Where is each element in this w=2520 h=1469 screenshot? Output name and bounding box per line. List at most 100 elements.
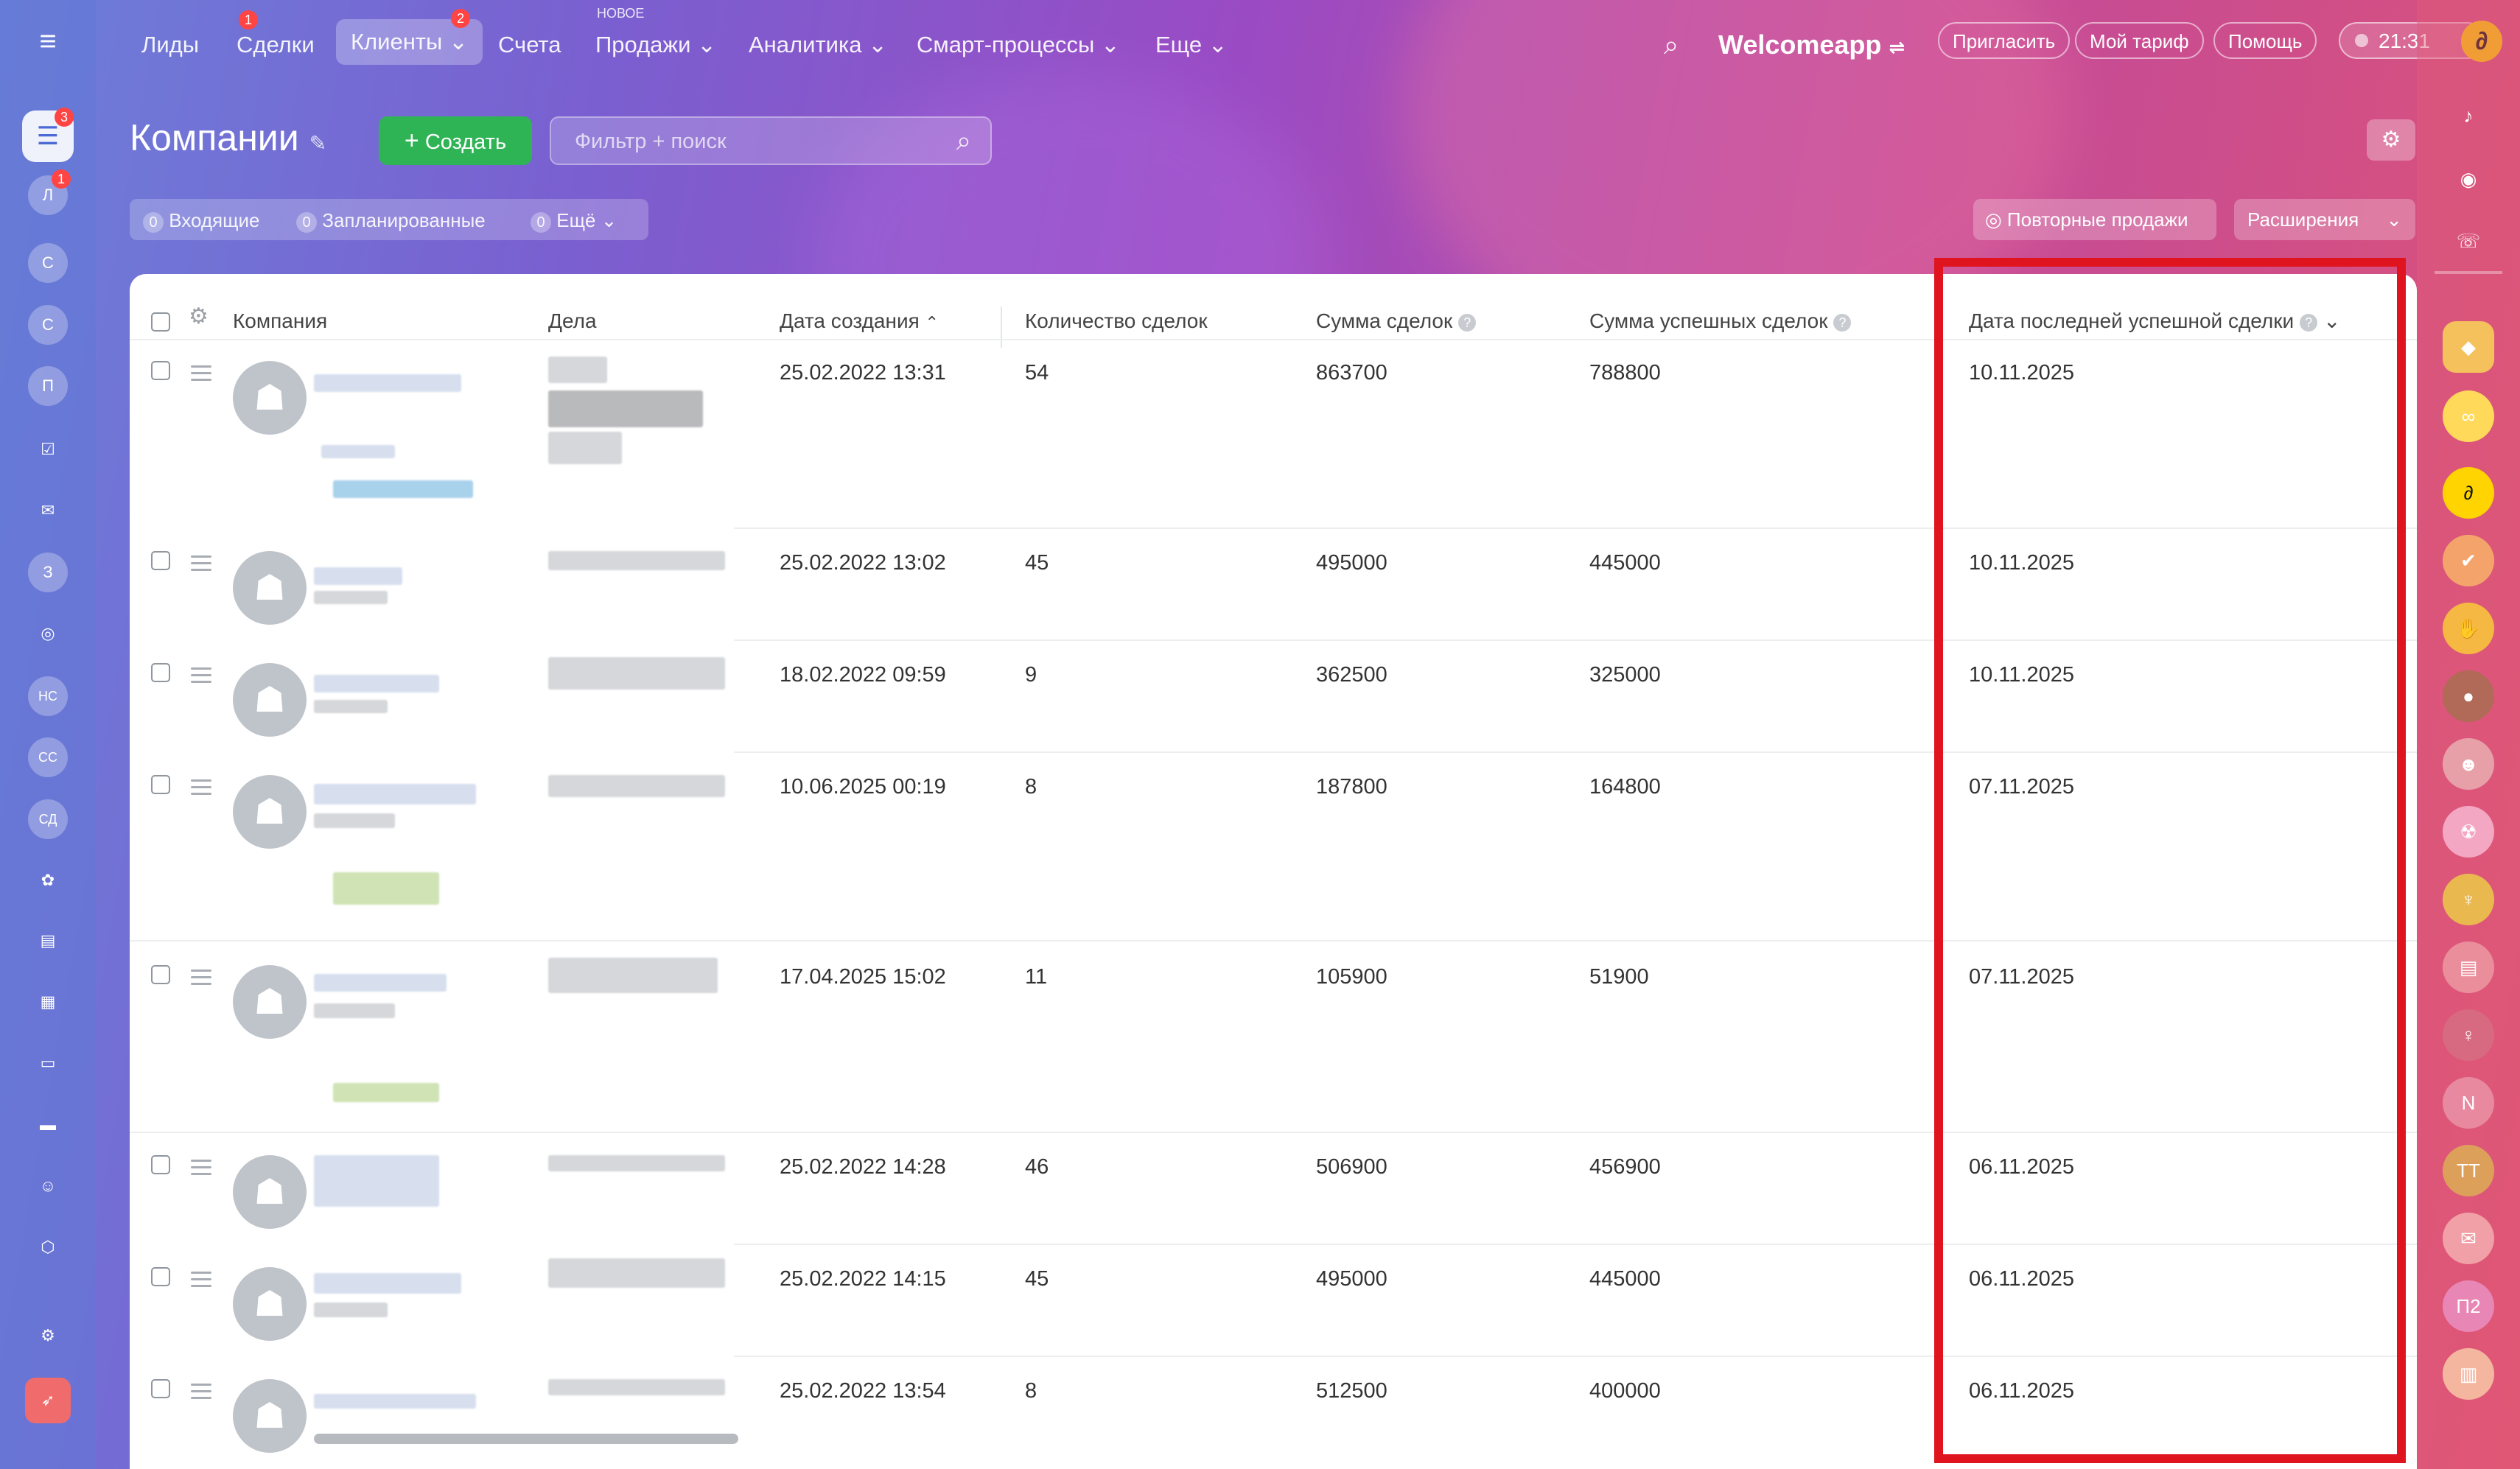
search-icon[interactable]: ⌕ (1664, 29, 1679, 60)
document-icon[interactable]: ▤ (40, 931, 56, 950)
drag-handle-icon[interactable] (191, 555, 211, 575)
settings-icon[interactable]: ⚙ (41, 1326, 55, 1344)
drag-handle-icon[interactable] (191, 365, 211, 385)
row-checkbox[interactable] (151, 775, 170, 794)
sidebar-item-ss[interactable]: СС (28, 737, 68, 777)
row-checkbox[interactable] (151, 1379, 170, 1398)
contact-avatar[interactable]: ☻ (2443, 738, 2494, 790)
help-button[interactable]: Помощь (2213, 22, 2317, 59)
sidebar-item-s2[interactable]: С (28, 305, 68, 345)
company-name[interactable] (314, 784, 476, 804)
file-icon[interactable]: ▭ (40, 1053, 56, 1072)
hexagon-icon[interactable]: ⬡ (41, 1238, 55, 1256)
row-checkbox[interactable] (151, 663, 170, 682)
contact-avatar[interactable]: ♀ (2443, 1009, 2494, 1061)
pin-icon[interactable]: ✎ (309, 132, 327, 155)
company-name[interactable] (314, 374, 461, 392)
sidebar-item-sd[interactable]: СД (28, 799, 68, 839)
header-last-success[interactable]: Дата последней успешной сделки? ⌄ (1969, 309, 2341, 332)
nav-leads[interactable]: Лиды 1 (141, 10, 258, 63)
contact-p2[interactable]: П2 (2443, 1280, 2494, 1332)
users-icon[interactable]: ☺ (39, 1177, 57, 1195)
sidebar-item-s1[interactable]: С (28, 243, 68, 283)
drive-icon[interactable]: ▬ (40, 1115, 56, 1134)
drag-handle-icon[interactable] (191, 667, 211, 687)
handshake-icon[interactable]: ✋ (2443, 603, 2494, 654)
repeat-sales-button[interactable]: ◎ Повторные продажи (1973, 199, 2216, 240)
drag-handle-icon[interactable] (191, 970, 211, 989)
company-name[interactable] (314, 567, 402, 585)
header-created[interactable]: Дата создания ⌃ (780, 309, 939, 332)
drag-handle-icon[interactable] (191, 779, 211, 799)
nav-smart-processes[interactable]: Смарт-процессы ⌄ (917, 32, 1120, 57)
link-icon[interactable]: ∞ (2443, 390, 2494, 442)
nav-sales[interactable]: НОВОЕ Продажи ⌄ (595, 6, 717, 57)
company-name[interactable] (314, 1155, 439, 1207)
drag-handle-icon[interactable] (191, 1272, 211, 1291)
sidebar-item-p[interactable]: П (28, 366, 68, 406)
user-avatar[interactable]: ∂ (2461, 21, 2502, 62)
bot-icon[interactable]: ☢ (2443, 806, 2494, 858)
help-icon[interactable]: ? (1458, 313, 1477, 332)
app-icon[interactable]: ∂ (2443, 467, 2494, 519)
copilot-icon[interactable]: ◉ (2460, 167, 2477, 190)
settings-button[interactable]: ⚙ (2367, 119, 2415, 161)
help-icon[interactable]: ? (2300, 313, 2318, 332)
counter-planned[interactable]: 0 Запланированные (296, 209, 486, 233)
row-checkbox[interactable] (151, 1155, 170, 1174)
nav-more[interactable]: Еще ⌄ (1155, 32, 1228, 57)
sidebar-item-ns[interactable]: НС (28, 676, 68, 716)
sidebar-item-z[interactable]: З (28, 553, 68, 592)
contact-n[interactable]: N (2443, 1077, 2494, 1129)
message-icon[interactable]: ✉ (2443, 1213, 2494, 1264)
search-icon[interactable]: ⌕ (956, 125, 971, 155)
menu-icon[interactable]: ≡ (39, 24, 57, 57)
bookmark-icon[interactable]: ◆ (2443, 321, 2494, 373)
company-name[interactable] (314, 1394, 476, 1409)
help-icon[interactable]: ? (1833, 313, 1852, 332)
nav-clients[interactable]: Клиенты ⌄ 2 (336, 9, 483, 65)
header-company[interactable]: Компания (233, 309, 328, 332)
row-checkbox[interactable] (151, 551, 170, 570)
company-name[interactable] (314, 1273, 461, 1294)
tariff-button[interactable]: Мой тариф (2075, 22, 2204, 59)
horizontal-scrollbar[interactable] (314, 1434, 738, 1444)
nav-analytics[interactable]: Аналитика ⌄ (749, 32, 888, 57)
calendar-icon[interactable]: ▦ (40, 992, 56, 1011)
nav-deals[interactable]: Сделки (237, 32, 315, 57)
header-success-sum[interactable]: Сумма успешных сделок? (1589, 293, 1852, 349)
sidebar-item-feed[interactable]: ☰ 3 (22, 108, 74, 162)
drag-handle-icon[interactable] (191, 1384, 211, 1403)
mail-icon[interactable]: ✉ (41, 501, 55, 519)
notes-icon[interactable]: ▥ (2443, 1348, 2494, 1400)
drag-handle-icon[interactable] (191, 1160, 211, 1179)
company-name[interactable] (314, 974, 447, 992)
chat-icon[interactable]: ☏ (2456, 229, 2481, 252)
row-checkbox[interactable] (151, 1267, 170, 1286)
counter-incoming[interactable]: 0 Входящие (143, 209, 260, 233)
header-deal-count[interactable]: Количество сделок (1025, 309, 1208, 332)
row-checkbox[interactable] (151, 965, 170, 984)
document-icon[interactable]: ▤ (2443, 942, 2494, 993)
nav-invoices[interactable]: Счета (498, 32, 561, 57)
contact-tt[interactable]: ТТ (2443, 1145, 2494, 1196)
check-icon[interactable]: ✔ (2443, 535, 2494, 586)
robot-icon[interactable]: ✿ (41, 871, 55, 889)
contact-avatar[interactable]: ● (2443, 670, 2494, 722)
create-button[interactable]: + Создать (379, 116, 532, 165)
tasks-icon[interactable]: ☑ (41, 440, 55, 458)
sidebar-item-l[interactable]: Л 1 (28, 169, 71, 215)
invite-button[interactable]: Пригласить (1938, 22, 2071, 59)
search-input[interactable]: Фильтр + поиск ⌕ (550, 116, 992, 165)
rocket-icon[interactable]: ➶ (25, 1378, 71, 1423)
settings-icon[interactable]: ⚙ (189, 304, 209, 329)
bell-icon[interactable]: ♪ (2463, 104, 2474, 127)
counter-more[interactable]: 0 Ещё ⌄ (531, 209, 617, 233)
target-icon[interactable]: ◎ (41, 624, 55, 642)
row-checkbox[interactable] (151, 361, 170, 380)
company-name[interactable] (314, 675, 439, 693)
header-tasks[interactable]: Дела (548, 309, 597, 332)
brand-name[interactable]: Welcomeapp ⇌ (1718, 29, 1905, 60)
extensions-button[interactable]: Расширения ⌄ (2234, 199, 2415, 240)
select-all-checkbox[interactable] (151, 312, 170, 332)
